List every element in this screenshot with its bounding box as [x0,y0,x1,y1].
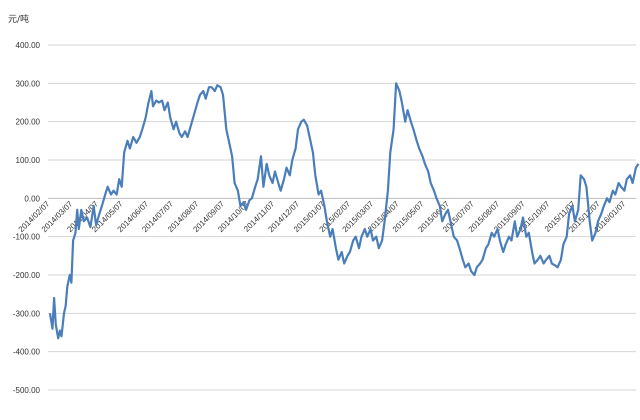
y-tick-label: -200.00 [13,271,41,280]
y-tick-label: -100.00 [13,233,41,242]
gridlines [48,44,636,391]
y-tick-label: -400.00 [13,348,41,357]
y-tick-label: 100.00 [16,156,41,165]
y-axis-label: 元/吨 [8,13,29,25]
y-tick-label: 200.00 [16,118,41,127]
x-tick-labels: 2014/02/072014/03/072014/04/072014/05/07… [17,199,628,234]
y-tick-label: 400.00 [16,41,41,50]
y-tick-labels: 400.00 300.00 200.00 100.00 0.00 -100.00 -200.… [13,41,41,395]
series-group [48,82,640,340]
series-line [48,82,640,340]
y-tick-label: -500.00 [13,386,41,395]
y-tick-label: 300.00 [16,79,41,88]
y-tick-label: 0.00 [24,194,40,203]
y-tick-label: -300.00 [13,309,41,318]
